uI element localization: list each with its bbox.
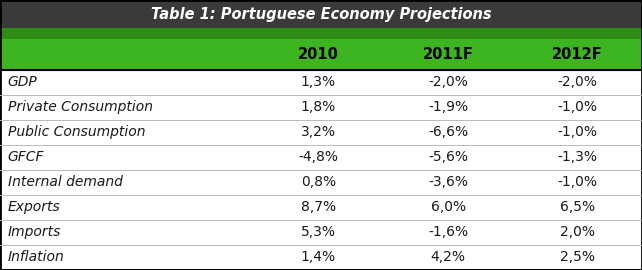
- Bar: [0, 120, 642, 145]
- Text: Public Consumption: Public Consumption: [8, 125, 145, 139]
- Text: 2010: 2010: [298, 47, 339, 62]
- Bar: [0, 195, 642, 220]
- Text: 5,3%: 5,3%: [301, 225, 336, 239]
- Bar: [0, 95, 642, 120]
- Text: -1,0%: -1,0%: [557, 100, 598, 114]
- Bar: [0, 245, 642, 270]
- Text: 3,2%: 3,2%: [301, 125, 336, 139]
- Text: -1,0%: -1,0%: [557, 125, 598, 139]
- Text: 4,2%: 4,2%: [431, 251, 465, 265]
- Bar: [0, 170, 642, 195]
- Text: 6,5%: 6,5%: [560, 200, 595, 214]
- Bar: [0, 145, 642, 170]
- Text: 0,8%: 0,8%: [301, 175, 336, 189]
- Bar: [0, 39, 642, 70]
- Text: 2,5%: 2,5%: [560, 251, 595, 265]
- Bar: [0, 28, 642, 39]
- Text: Exports: Exports: [8, 200, 60, 214]
- Text: 2,0%: 2,0%: [560, 225, 595, 239]
- Text: -3,6%: -3,6%: [428, 175, 468, 189]
- Text: -2,0%: -2,0%: [428, 75, 468, 89]
- Text: 2011F: 2011F: [422, 47, 474, 62]
- Text: GDP: GDP: [8, 75, 37, 89]
- Text: -2,0%: -2,0%: [557, 75, 598, 89]
- Bar: [0, 220, 642, 245]
- Text: -4,8%: -4,8%: [299, 150, 338, 164]
- Text: 1,8%: 1,8%: [301, 100, 336, 114]
- Text: Imports: Imports: [8, 225, 61, 239]
- Text: 1,4%: 1,4%: [301, 251, 336, 265]
- Text: 8,7%: 8,7%: [301, 200, 336, 214]
- Text: -1,0%: -1,0%: [557, 175, 598, 189]
- Text: 2012F: 2012F: [552, 47, 603, 62]
- Text: -6,6%: -6,6%: [428, 125, 468, 139]
- Text: -5,6%: -5,6%: [428, 150, 468, 164]
- Text: -1,9%: -1,9%: [428, 100, 468, 114]
- Text: Internal demand: Internal demand: [8, 175, 123, 189]
- Text: -1,6%: -1,6%: [428, 225, 468, 239]
- Text: 1,3%: 1,3%: [301, 75, 336, 89]
- Text: 6,0%: 6,0%: [431, 200, 465, 214]
- Text: -1,3%: -1,3%: [557, 150, 598, 164]
- Text: Private Consumption: Private Consumption: [8, 100, 153, 114]
- Bar: [0, 70, 642, 95]
- Text: GFCF: GFCF: [8, 150, 44, 164]
- Bar: [0, 0, 642, 28]
- Text: Table 1: Portuguese Economy Projections: Table 1: Portuguese Economy Projections: [151, 7, 491, 22]
- Text: Inflation: Inflation: [8, 251, 64, 265]
